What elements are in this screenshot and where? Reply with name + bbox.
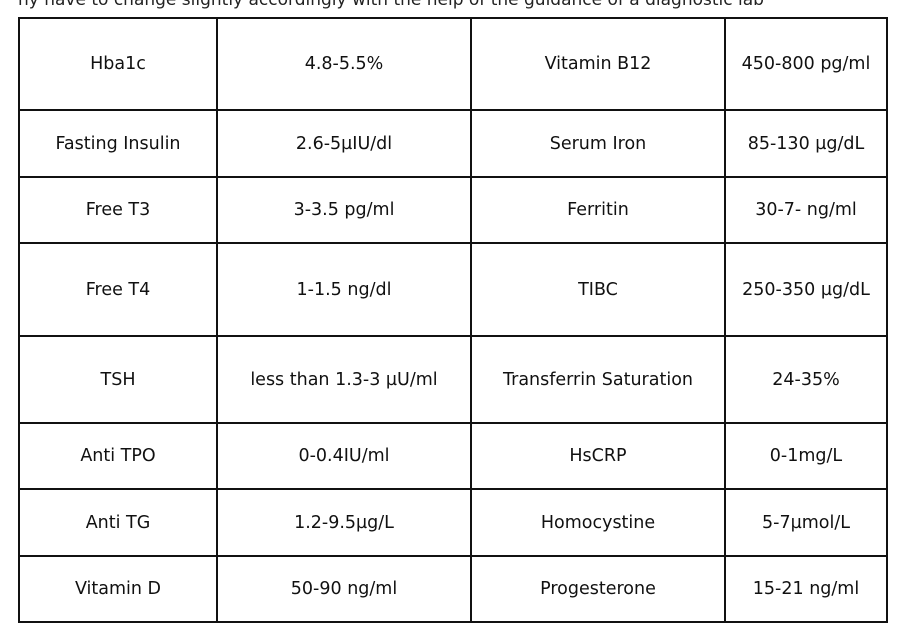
- test-name-cell: Anti TG: [18, 488, 218, 557]
- table-row: Fasting Insulin 2.6-5µIU/dl Serum Iron 8…: [18, 109, 888, 178]
- range-cell: 3-3.5 pg/ml: [216, 176, 472, 244]
- table-row: Anti TG 1.2-9.5µg/L Homocystine 5-7µmol/…: [18, 488, 888, 557]
- range-cell: 0-1mg/L: [724, 422, 888, 490]
- range-cell: 85-130 µg/dL: [724, 109, 888, 178]
- test-name-cell: Free T3: [18, 176, 218, 244]
- test-name-cell: Progesterone: [470, 555, 726, 623]
- test-name-cell: Serum Iron: [470, 109, 726, 178]
- test-name-cell: TSH: [18, 335, 218, 424]
- table-row: Free T4 1-1.5 ng/dl TIBC 250-350 µg/dL: [18, 242, 888, 337]
- range-cell: 450-800 pg/ml: [724, 17, 888, 111]
- table-row: TSH less than 1.3-3 µU/ml Transferrin Sa…: [18, 335, 888, 424]
- test-name-cell: Ferritin: [470, 176, 726, 244]
- test-name-cell: Free T4: [18, 242, 218, 337]
- range-cell: 250-350 µg/dL: [724, 242, 888, 337]
- test-name-cell: Hba1c: [18, 17, 218, 111]
- range-cell: 30-7- ng/ml: [724, 176, 888, 244]
- range-cell: less than 1.3-3 µU/ml: [216, 335, 472, 424]
- range-cell: 24-35%: [724, 335, 888, 424]
- test-name-cell: Transferrin Saturation: [470, 335, 726, 424]
- table-row: Anti TPO 0-0.4IU/ml HsCRP 0-1mg/L: [18, 422, 888, 490]
- range-cell: 1-1.5 ng/dl: [216, 242, 472, 337]
- range-cell: 0-0.4IU/ml: [216, 422, 472, 490]
- range-cell: 5-7µmol/L: [724, 488, 888, 557]
- table-row: Vitamin D 50-90 ng/ml Progesterone 15-21…: [18, 555, 888, 623]
- reference-ranges-table: Hba1c 4.8-5.5% Vitamin B12 450-800 pg/ml…: [18, 17, 888, 623]
- range-cell: 2.6-5µIU/dl: [216, 109, 472, 178]
- test-name-cell: Vitamin B12: [470, 17, 726, 111]
- range-cell: 50-90 ng/ml: [216, 555, 472, 623]
- cut-off-header-text: ny have to change slightly accordingly w…: [18, 0, 898, 9]
- range-cell: 4.8-5.5%: [216, 17, 472, 111]
- test-name-cell: Vitamin D: [18, 555, 218, 623]
- test-name-cell: HsCRP: [470, 422, 726, 490]
- test-name-cell: Anti TPO: [18, 422, 218, 490]
- test-name-cell: Fasting Insulin: [18, 109, 218, 178]
- range-cell: 15-21 ng/ml: [724, 555, 888, 623]
- test-name-cell: Homocystine: [470, 488, 726, 557]
- range-cell: 1.2-9.5µg/L: [216, 488, 472, 557]
- test-name-cell: TIBC: [470, 242, 726, 337]
- table-row: Hba1c 4.8-5.5% Vitamin B12 450-800 pg/ml: [18, 17, 888, 111]
- table-row: Free T3 3-3.5 pg/ml Ferritin 30-7- ng/ml: [18, 176, 888, 244]
